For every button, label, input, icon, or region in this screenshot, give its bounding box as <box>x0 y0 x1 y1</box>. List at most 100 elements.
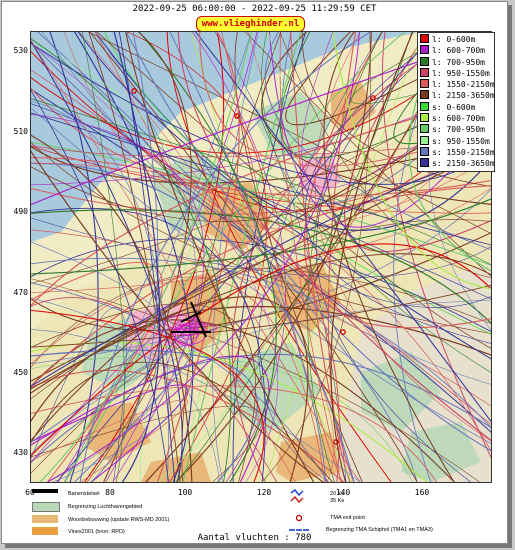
flight-track <box>31 328 176 482</box>
legend-item: s: 700-950m <box>420 124 492 135</box>
legend-label: s: 1550-2150m <box>432 147 495 157</box>
site-badge[interactable]: www.vlieghinder.nl <box>196 16 305 32</box>
x-tick-label: 100 <box>177 488 193 497</box>
housing-label: Woonbebouwing (update RWS-MD 2001) <box>68 517 170 523</box>
runway-label: Banenstelsel <box>68 491 100 497</box>
legend-swatch <box>420 146 429 156</box>
flight-track <box>31 309 265 482</box>
flight-track <box>31 185 491 387</box>
flight-track <box>31 198 491 275</box>
flight-track <box>84 32 225 482</box>
flight-track <box>31 69 491 425</box>
flight-track <box>125 32 315 482</box>
housing-swatch <box>32 515 58 523</box>
flight-track <box>79 32 372 482</box>
flight-track <box>125 32 491 452</box>
flight-track <box>315 32 472 482</box>
legend-label: l: 1550-2150m <box>432 80 495 90</box>
flight-track <box>261 32 491 373</box>
flight-track <box>31 96 491 307</box>
legend-swatch <box>420 56 429 66</box>
flight-track <box>56 32 435 482</box>
flight-track <box>31 229 491 407</box>
flight-track <box>31 355 270 482</box>
tma-exit-points <box>131 88 376 445</box>
flight-track <box>31 163 491 452</box>
flight-track <box>31 112 491 246</box>
flight-track <box>176 32 413 482</box>
flight-track <box>31 187 491 293</box>
flight-track-map[interactable] <box>30 31 492 483</box>
flight-track <box>31 253 491 390</box>
x-tick-label: 80 <box>105 488 115 497</box>
flight-track <box>31 349 258 482</box>
legend-swatch <box>420 79 429 89</box>
altitude-legend: l: 0-600m l: 600-700m l: 700-950m l: 950… <box>417 32 495 172</box>
flight-track <box>301 32 491 187</box>
flight-track <box>87 32 491 234</box>
flight-track <box>31 87 491 197</box>
flight-track <box>88 32 181 482</box>
y-tick-label: 450 <box>13 368 28 377</box>
flight-track <box>94 32 361 482</box>
flight-track <box>31 353 491 464</box>
flight-track <box>31 361 334 482</box>
flight-tracks <box>31 32 491 482</box>
y-tick-label: 470 <box>13 288 28 297</box>
legend-label: s: 2150-3650m <box>432 159 495 169</box>
flight-track <box>31 39 296 482</box>
tma-boundary-label: Begrenzing TMA Schiphol (TMA1 en TMA3) <box>326 527 433 533</box>
legend-item: l: 950-1550m <box>420 67 492 79</box>
flight-track <box>330 32 414 482</box>
legend-item: l: 2150-3650m <box>420 90 495 101</box>
runway-system <box>171 301 211 338</box>
x-tick-label: 160 <box>414 488 430 497</box>
legend-label: l: 0-600m <box>432 35 476 44</box>
flight-track <box>31 284 491 348</box>
legend-label: l: 950-1550m <box>432 68 490 78</box>
legend-label: l: 2150-3650m <box>432 91 495 101</box>
flight-track <box>175 32 372 482</box>
flight-track <box>31 36 491 206</box>
flight-track <box>90 32 159 482</box>
flight-track <box>258 32 382 482</box>
flight-track <box>31 41 491 308</box>
flight-track <box>279 32 491 278</box>
legend-swatch <box>420 90 429 100</box>
flight-track <box>31 38 232 482</box>
y-tick-label: 430 <box>13 448 28 457</box>
map-canvas <box>31 32 491 482</box>
legend-label: s: 600-700m <box>432 114 485 124</box>
y-tick-label: 510 <box>13 127 28 136</box>
flight-track <box>31 89 169 482</box>
chart-frame: 2022-09-25 06:00:00 - 2022-09-25 11:29:5… <box>1 1 508 544</box>
flight-track <box>103 32 491 335</box>
flight-track <box>327 32 357 482</box>
x-tick-label: 120 <box>256 488 272 497</box>
tma-exit-label: TMA exit point <box>330 515 365 521</box>
y-tick-label: 530 <box>13 46 28 55</box>
legend-item: s: 1550-2150m <box>420 146 495 158</box>
flight-track <box>31 150 325 482</box>
legend-item: s: 0-600m <box>420 101 492 113</box>
flight-track <box>307 32 383 482</box>
flight-track <box>261 32 371 482</box>
legend-label: s: 950-1550m <box>432 136 490 146</box>
tma-boundary-swatch <box>289 529 309 531</box>
legend-label: s: 700-950m <box>432 125 485 135</box>
tma-exit-icon <box>295 514 303 522</box>
y-tick-label: 490 <box>13 207 28 216</box>
flight-track <box>125 32 268 482</box>
flight-track <box>118 32 176 482</box>
legend-label: l: 600-700m <box>432 46 485 56</box>
flight-track <box>31 114 205 482</box>
flight-track <box>73 32 194 482</box>
flight-track <box>305 32 491 344</box>
flight-track <box>269 32 491 228</box>
flight-track <box>314 32 491 442</box>
flight-track <box>323 32 455 482</box>
legend-swatch <box>420 158 429 168</box>
flight-track <box>31 261 163 482</box>
flight-track <box>232 32 307 482</box>
flight-track <box>31 278 480 482</box>
